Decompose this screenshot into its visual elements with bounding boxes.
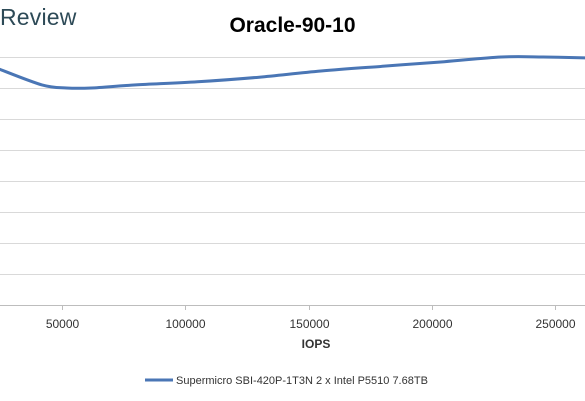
series-line-0 [0, 55, 585, 90]
x-axis-label: IOPS [302, 337, 331, 351]
x-tick-label-200000: 200000 [412, 317, 452, 331]
x-tick-label-50000: 50000 [46, 317, 80, 331]
chart-title: Oracle-90-10 [229, 14, 356, 37]
gridlines [0, 57, 585, 306]
legend: Supermicro SBI-420P-1T3N 2 x Intel P5510… [145, 375, 428, 387]
brand-logo-text: Review [0, 4, 77, 30]
x-axis-ticks: 50000 100000 150000 200000 250000 [46, 305, 576, 331]
x-tick-label-100000: 100000 [165, 317, 205, 331]
x-tick-label-250000: 250000 [535, 317, 575, 331]
x-tick-label-150000: 150000 [289, 317, 329, 331]
series-group [0, 55, 585, 90]
legend-entry-label: Supermicro SBI-420P-1T3N 2 x Intel P5510… [176, 375, 428, 387]
